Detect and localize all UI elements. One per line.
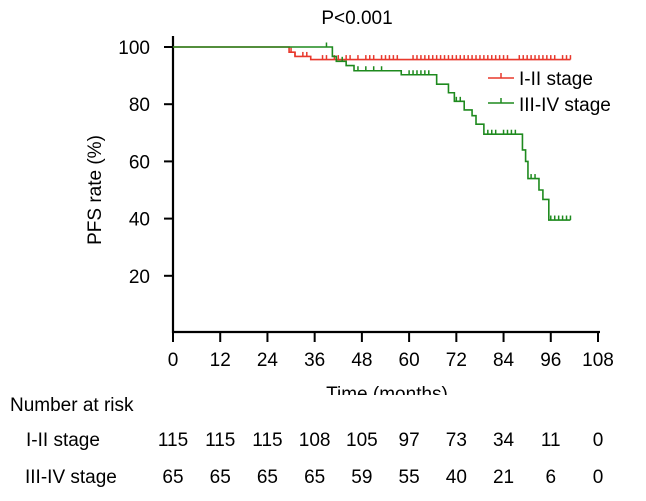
legend: I-II stage III-IV stage — [488, 69, 611, 116]
risk-cell: 59 — [351, 467, 373, 488]
legend-item-1: I-II stage — [488, 69, 593, 90]
series-line-1 — [173, 46, 571, 61]
risk-cell: 40 — [445, 467, 467, 488]
legend-label-2: III-IV stage — [519, 95, 611, 116]
x-tick-label: 60 — [399, 350, 420, 371]
y-tick-label: 20 — [129, 267, 150, 288]
km-chart: P<0.001 20 40 60 80 100 0 12 24 36 48 60 72 84 96 108… — [85, 8, 614, 395]
x-tick-label: 96 — [540, 350, 561, 371]
risk-cell: 73 — [445, 430, 467, 451]
risk-cell: 97 — [398, 430, 420, 451]
series-line-2 — [173, 46, 571, 221]
y-tick-label: 80 — [129, 95, 150, 116]
y-axis-ticks: 20 40 60 80 100 — [118, 38, 173, 288]
risk-cell: 11 — [540, 430, 561, 451]
risk-cell: 34 — [492, 430, 515, 451]
chart-title: P<0.001 — [321, 8, 392, 29]
x-tick-label: 108 — [582, 350, 614, 371]
x-tick-label: 84 — [493, 350, 515, 371]
risk-cell: 105 — [346, 430, 378, 451]
risk-row: III-IV stage 65 65 65 65 59 55 40 21 6 0 — [0, 465, 646, 491]
x-axis-ticks: 0 12 24 36 48 60 72 84 96 108 — [168, 332, 614, 371]
risk-cell: 0 — [592, 430, 604, 451]
x-tick-label: 0 — [168, 350, 179, 371]
y-tick-label: 100 — [118, 38, 150, 59]
y-tick-label: 60 — [129, 152, 150, 173]
risk-cell: 6 — [545, 467, 557, 488]
risk-cell: 21 — [492, 467, 515, 488]
y-axis-label: PFS rate (%) — [85, 135, 106, 245]
risk-cell: 65 — [256, 467, 278, 488]
risk-cell: 115 — [205, 430, 236, 451]
risk-cell: 65 — [162, 467, 184, 488]
risk-cell: 115 — [157, 430, 189, 451]
x-axis-label: Time (months) — [326, 384, 448, 395]
x-tick-label: 72 — [446, 350, 467, 371]
x-tick-label: 24 — [257, 350, 279, 371]
risk-row-label: I-II stage — [26, 430, 100, 451]
risk-cell: 0 — [592, 467, 604, 488]
risk-table-title: Number at risk — [10, 395, 134, 416]
x-tick-label: 12 — [210, 350, 231, 371]
legend-label-1: I-II stage — [519, 69, 593, 90]
risk-cell: 55 — [398, 467, 420, 488]
risk-cell: 65 — [209, 467, 231, 488]
x-tick-label: 48 — [351, 350, 372, 371]
x-tick-label: 36 — [304, 350, 325, 371]
risk-cell: 65 — [304, 467, 326, 488]
risk-row: I-II stage 115 115 115 108 105 97 73 34 11 0 — [0, 428, 646, 454]
risk-cell: 115 — [252, 430, 283, 451]
risk-row-label: III-IV stage — [25, 467, 117, 488]
y-tick-label: 40 — [129, 210, 150, 231]
series-layer — [173, 42, 572, 221]
legend-item-2: III-IV stage — [488, 95, 611, 116]
risk-cell: 108 — [298, 430, 331, 451]
